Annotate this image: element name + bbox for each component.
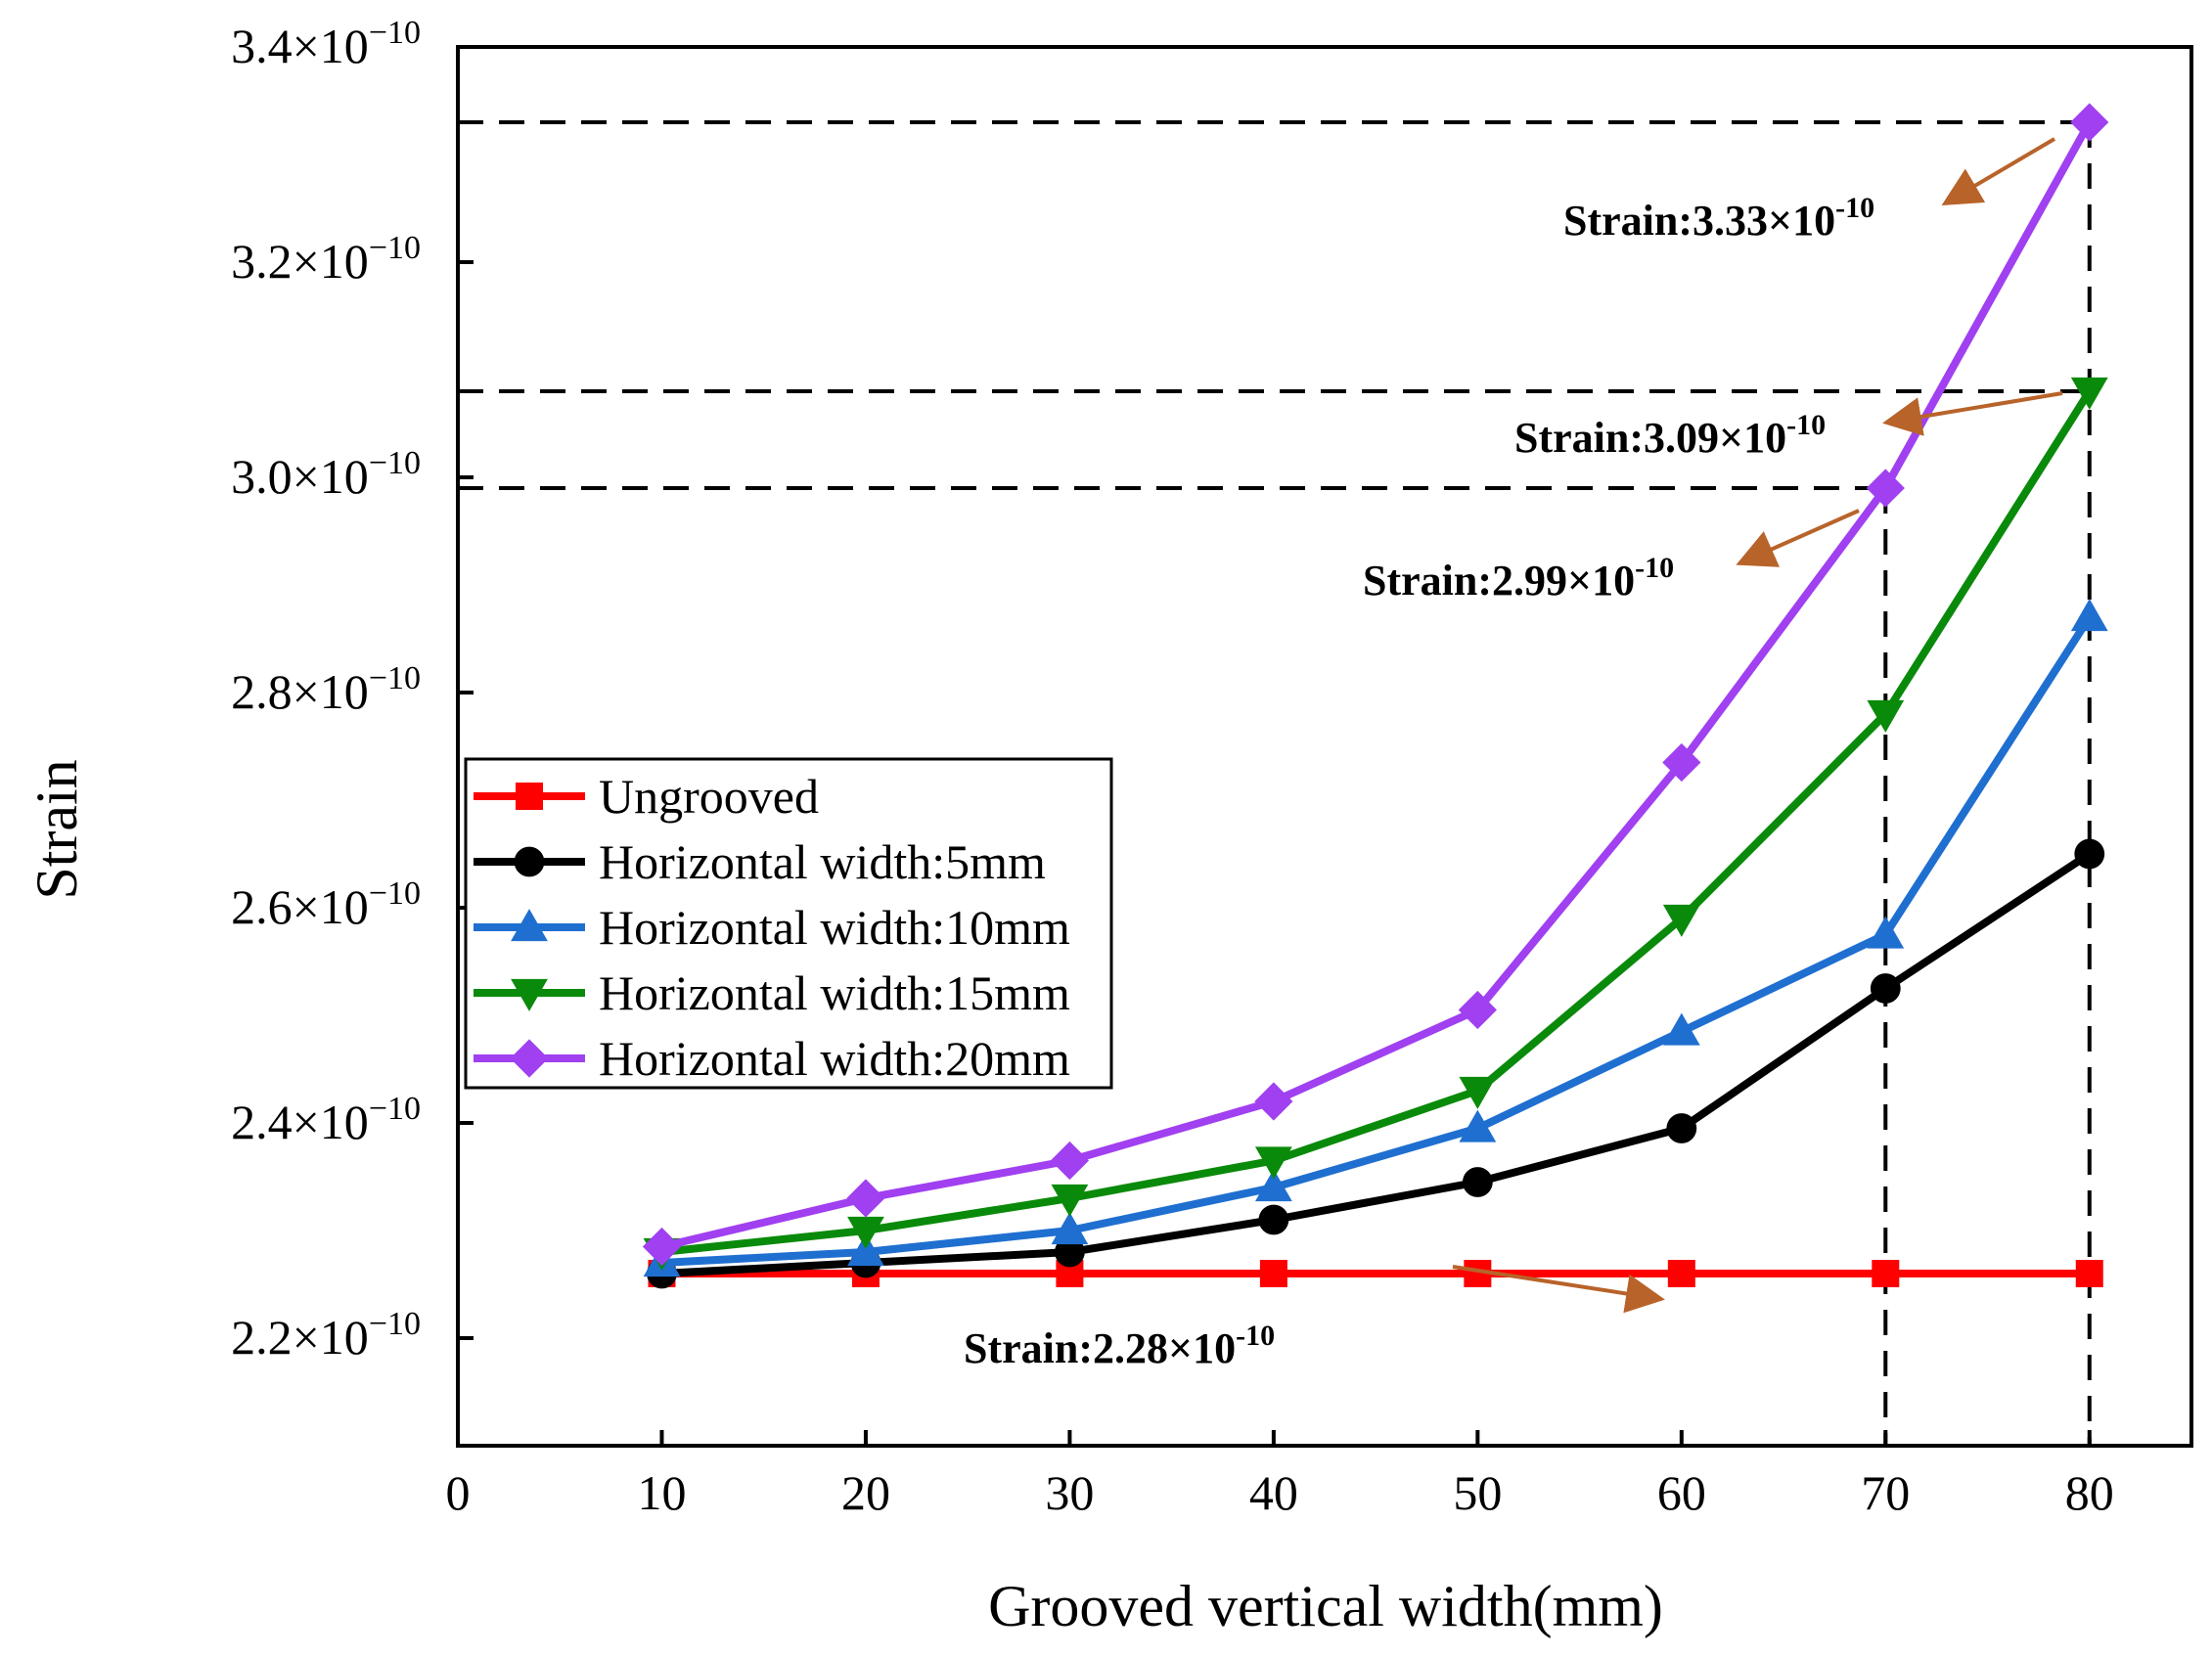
data-point [1258,1204,1289,1235]
legend-swatch-marker [516,783,543,810]
legend-item-2: Horizontal width:5mm [474,834,1046,889]
legend-swatch-marker [510,1039,549,1078]
x-tick-label: 10 [637,1465,686,1520]
data-point [1051,1184,1089,1217]
legend-label: Horizontal width:5mm [599,834,1046,889]
data-point [1254,1082,1293,1121]
axes: 0 10 20 30 40 50 60 70 80 2.2×10−10 2.4×10−10 2.6×1… [231,15,2193,1520]
annotation-label: Strain:2.28×10-10 [964,1320,1275,1372]
data-point [1662,904,1700,937]
annotation-2: Strain:3.09×10-10 [1514,391,2063,462]
data-point [1872,1260,1900,1287]
legend-item-3: Horizontal width:10mm [474,900,1070,955]
series-line [660,120,2094,1251]
y-tick-label: 2.4×10−10 [231,1091,421,1149]
annotation-4: Strain:2.28×10-10 [964,1265,1665,1372]
data-point [2075,1260,2103,1287]
series-line [661,614,2094,1267]
annotation-label: Strain:3.33×10-10 [1563,192,1874,245]
legend-swatch-marker [514,846,545,877]
annotation-arrow [1882,391,2063,436]
data-point [2070,103,2109,142]
series-5 [642,103,2109,1267]
x-tick-label: 0 [446,1465,471,1520]
y-tick-label: 3.0×10−10 [231,445,421,504]
legend-item-4: Horizontal width:15mm [474,965,1070,1020]
data-point [1458,990,1497,1030]
series-3 [643,599,2108,1277]
x-tick-label: 80 [2065,1465,2114,1520]
data-point [1459,1109,1497,1142]
data-point [1254,1146,1292,1180]
x-tick-label: 40 [1249,1465,1298,1520]
data-point [1459,1076,1497,1109]
data-point [846,1179,885,1218]
data-point [642,1227,682,1267]
y-tick-label: 3.2×10−10 [231,230,421,289]
x-tick-label: 50 [1453,1465,1502,1520]
data-point [1254,1169,1292,1202]
plot-frame [456,45,2193,1448]
x-axis-title: Grooved vertical width(mm) [988,1574,1663,1638]
legend-item-1: Ungrooved [474,769,819,824]
data-point [2070,599,2108,632]
annotation-label: Strain:3.09×10-10 [1514,409,1826,462]
data-point [1050,1141,1090,1181]
annotation-1: Strain:3.33×10-10 [1563,137,2056,245]
series-line [661,388,2094,1256]
data-point [1055,1236,1085,1268]
data-point [847,1216,884,1249]
legend-swatch-marker [511,909,548,942]
legend-swatch-marker [511,978,548,1011]
data-point [1867,699,1905,733]
series-line [661,850,2092,1277]
data-point [1870,973,1901,1004]
data-point [847,1233,884,1267]
data-point [2070,377,2108,410]
annotations: Strain:3.33×10-10 Strain:3.09×10-10 Strain… [964,137,2063,1372]
y-tick-label: 2.6×10−10 [231,875,421,934]
y-tick-label: 2.2×10−10 [231,1306,421,1365]
y-tick-label: 2.8×10−10 [231,660,421,719]
x-tick-label: 60 [1657,1465,1706,1520]
annotation-3: Strain:2.99×10-10 [1363,509,1860,605]
legend-label: Horizontal width:20mm [599,1031,1070,1086]
series-layer [642,103,2109,1289]
data-point [1667,1260,1695,1287]
annotation-arrow [1736,509,1860,567]
legend-label: Ungrooved [599,769,819,824]
data-point [1866,469,1905,508]
legend-item-5: Horizontal width:20mm [474,1031,1070,1086]
y-tick-label: 3.4×10−10 [231,15,421,73]
legend-label: Horizontal width:15mm [599,965,1070,1020]
data-point [1662,1012,1700,1046]
legend: Ungrooved Horizontal width:5mm Horizontal … [464,757,1113,1090]
annotation-arrow [1452,1265,1665,1314]
annotation-arrow [1941,137,2056,206]
data-point [1462,1167,1493,1197]
annotation-label: Strain:2.99×10-10 [1363,552,1674,605]
x-tick-label: 70 [1861,1465,1910,1520]
x-tick-label: 30 [1045,1465,1094,1520]
data-point [1867,916,1905,949]
y-axis-title: Strain [24,759,89,899]
data-point [1666,1113,1697,1143]
data-point [1051,1212,1089,1245]
data-point [2074,838,2105,870]
data-point [1259,1260,1287,1287]
x-tick-label: 20 [841,1465,890,1520]
data-point [1662,742,1701,783]
legend-label: Horizontal width:10mm [599,900,1070,955]
